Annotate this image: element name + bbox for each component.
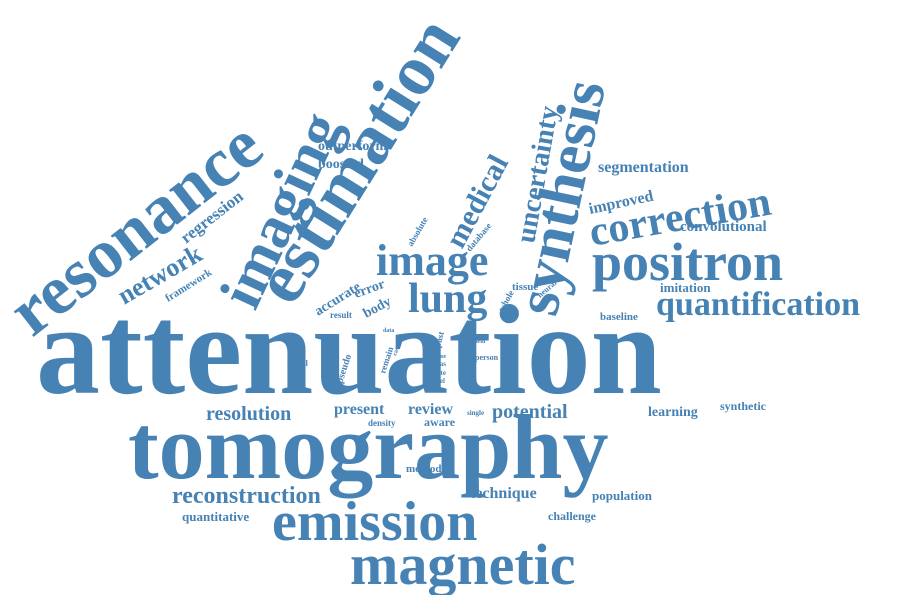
word-past: past	[432, 330, 446, 348]
word-population: population	[592, 488, 653, 503]
word-boosted: boosted	[318, 157, 364, 172]
word-resolution: resolution	[206, 403, 291, 425]
word-novel: novel	[429, 377, 445, 385]
word-convolutional: convolutional	[680, 219, 767, 235]
word-single: single	[467, 409, 484, 417]
word-emission: emission	[272, 491, 477, 553]
word-segmentation: segmentation	[598, 159, 689, 176]
word-positron: positron	[592, 232, 783, 292]
word-state: state	[432, 369, 446, 377]
word-quantification: quantification	[656, 286, 860, 323]
word-density: density	[368, 418, 396, 428]
word-synthetic: synthetic	[720, 399, 767, 413]
word-review: review	[408, 401, 453, 418]
word-outperform: outperform	[318, 139, 388, 154]
word-aware: aware	[424, 415, 456, 429]
word-potential: potential	[492, 401, 568, 423]
word-tissue: tissue	[512, 281, 538, 293]
word-imitation: imitation	[660, 280, 711, 295]
word-lung: lung	[408, 276, 487, 322]
word-magnetic: magnetic	[350, 532, 576, 595]
word-method: method	[406, 463, 441, 475]
word-challenge: challenge	[548, 509, 597, 523]
word-field: field	[474, 339, 486, 345]
word-learning: learning	[648, 405, 698, 420]
word-quantitative: quantitative	[182, 509, 249, 524]
word-attenuation: attenuation	[36, 279, 662, 421]
word-data: data	[383, 328, 394, 334]
word-reconstruction: reconstruction	[172, 483, 321, 509]
word-time: time	[435, 354, 447, 360]
word-baseline: baseline	[600, 311, 638, 323]
word-present: present	[334, 401, 385, 418]
word-case: case	[392, 344, 401, 356]
word-technique: technique	[470, 485, 537, 502]
word-person: person	[475, 353, 499, 362]
word-result: result	[330, 310, 352, 320]
word-model: model	[287, 359, 309, 368]
word-tomography: tomography	[128, 396, 608, 498]
word-atlas: atlas	[432, 360, 446, 368]
word-image: image	[376, 236, 488, 285]
